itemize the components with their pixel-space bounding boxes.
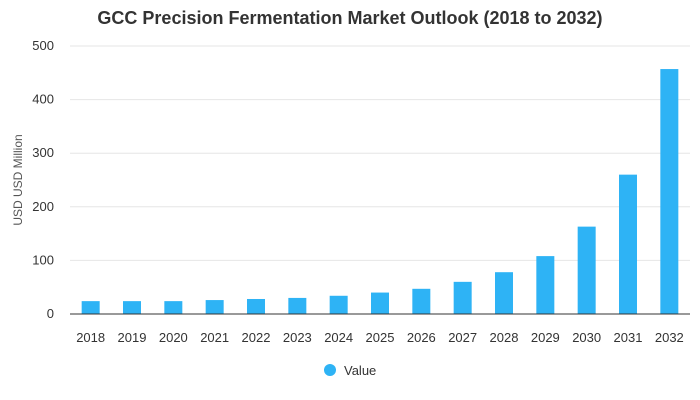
bar[interactable] <box>577 226 596 314</box>
x-tick-label: 2032 <box>655 330 684 345</box>
y-tick-label: 400 <box>32 92 54 107</box>
x-tick-label: 2030 <box>572 330 601 345</box>
x-tick-label: 2019 <box>118 330 147 345</box>
bar[interactable] <box>453 281 472 314</box>
legend-label-value: Value <box>344 363 376 378</box>
x-tick-label: 2018 <box>76 330 105 345</box>
bar[interactable] <box>247 298 265 314</box>
x-tick-label: 2021 <box>200 330 229 345</box>
x-tick-label: 2022 <box>242 330 271 345</box>
x-tick-label: 2031 <box>614 330 643 345</box>
y-axis-title: USD USD Million <box>11 134 25 225</box>
x-tick-label: 2024 <box>324 330 353 345</box>
y-tick-label: 100 <box>32 252 54 267</box>
y-tick-label: 300 <box>32 145 54 160</box>
x-tick-label: 2028 <box>490 330 519 345</box>
x-tick-label: 2023 <box>283 330 312 345</box>
bar[interactable] <box>660 69 679 314</box>
bar[interactable] <box>536 256 555 314</box>
bar[interactable] <box>371 292 389 314</box>
bar[interactable] <box>123 301 141 314</box>
bar[interactable] <box>619 174 637 314</box>
x-axis-ticks: 2018 2019 2020 2021 2022 2023 2024 2025 2026 2027… <box>76 330 684 345</box>
legend-swatch-value <box>324 364 336 376</box>
bar[interactable] <box>164 301 183 314</box>
x-tick-label: 2025 <box>366 330 395 345</box>
grid-lines <box>70 45 690 261</box>
y-axis-ticks: 0 100 200 300 400 500 <box>32 38 54 321</box>
bar[interactable] <box>329 295 348 314</box>
bar[interactable] <box>81 301 100 314</box>
chart-title: GCC Precision Fermentation Market Outloo… <box>97 8 603 28</box>
bar[interactable] <box>205 300 224 314</box>
x-tick-label: 2026 <box>407 330 436 345</box>
x-tick-label: 2020 <box>159 330 188 345</box>
legend[interactable]: Value <box>324 363 376 378</box>
y-tick-label: 0 <box>47 306 54 321</box>
bar[interactable] <box>495 272 513 314</box>
bars <box>81 69 679 314</box>
y-tick-label: 200 <box>32 199 54 214</box>
bar[interactable] <box>412 288 431 314</box>
bar[interactable] <box>288 297 307 314</box>
y-tick-label: 500 <box>32 38 54 53</box>
x-tick-label: 2027 <box>448 330 477 345</box>
x-tick-label: 2029 <box>531 330 560 345</box>
